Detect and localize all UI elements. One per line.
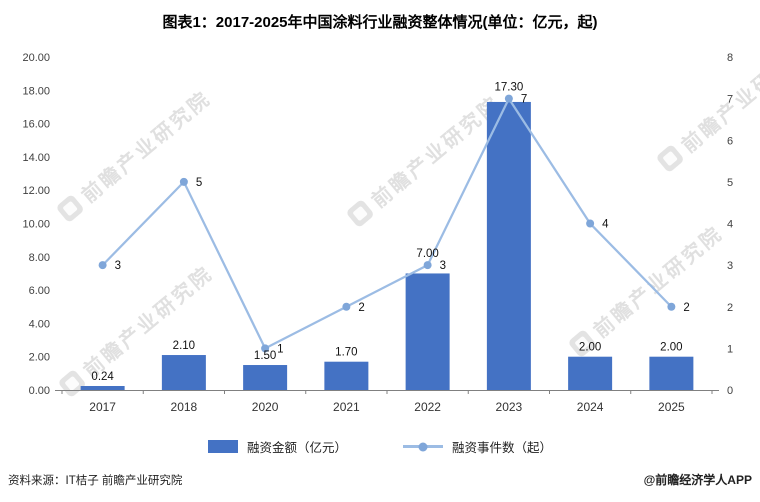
line-point (98, 261, 107, 270)
x-axis-label: 2020 (252, 400, 279, 414)
legend-item-line: 融资事件数（起） (403, 437, 552, 456)
bar-value-label: 2.00 (660, 342, 682, 354)
right-axis-tick-label: 2 (727, 302, 733, 314)
source-note: 资料来源：IT桔子 前瞻产业研究院 (8, 475, 183, 487)
line-swatch-icon (403, 442, 443, 451)
line-value-label: 1 (277, 343, 283, 355)
line-point (179, 177, 188, 186)
bar (649, 356, 694, 390)
line-value-label: 2 (358, 302, 364, 314)
left-axis-tick-label: 14.00 (22, 152, 50, 164)
bar (161, 355, 206, 390)
line-point (586, 219, 595, 228)
legend-dot-icon (418, 442, 428, 451)
bar-value-label: 17.30 (494, 82, 523, 94)
left-axis-tick-label: 18.00 (22, 85, 50, 97)
left-axis-tick-label: 12.00 (22, 185, 50, 197)
bar-value-label: 1.70 (335, 347, 357, 359)
bar (486, 101, 531, 390)
bar-value-label: 0.24 (91, 371, 114, 383)
left-axis-tick-label: 2.00 (29, 352, 50, 364)
line-value-label: 2 (683, 302, 689, 314)
legend-item-bar: 融资金额（亿元） (207, 437, 347, 456)
left-axis-tick-label: 0.00 (29, 385, 50, 397)
bar (405, 273, 450, 390)
left-axis-tick-label: 10.00 (22, 219, 50, 231)
line-value-label: 4 (602, 219, 609, 231)
left-axis-tick-label: 8.00 (29, 252, 50, 264)
legend-label: 融资金额（亿元） (246, 441, 347, 455)
bar (324, 361, 369, 390)
right-axis-tick-label: 3 (727, 260, 733, 272)
left-axis-tick-label: 4.00 (29, 318, 50, 330)
line-value-label: 3 (440, 260, 446, 272)
line-point (423, 261, 432, 270)
combo-chart: 0.002.004.006.008.0010.0012.0014.0016.00… (22, 52, 733, 414)
chart-title: 图表1：2017-2025年中国涂料行业融资整体情况(单位：亿元，起) (162, 14, 598, 31)
line-series (101, 96, 673, 350)
legend-label: 融资事件数（起） (452, 441, 553, 455)
line-value-label: 5 (196, 177, 202, 189)
line-point (342, 302, 351, 311)
credit-note: @前瞻经济学人APP (643, 473, 752, 487)
bar (568, 356, 613, 390)
x-axis-label: 2022 (414, 400, 441, 414)
bar (80, 386, 125, 390)
bar-value-label: 7.00 (416, 248, 438, 260)
x-axis-label: 2024 (577, 400, 604, 414)
right-axis-tick-label: 4 (727, 219, 733, 231)
line-point (667, 302, 676, 311)
left-axis-tick-label: 16.00 (22, 119, 50, 131)
right-axis-tick-label: 0 (727, 385, 733, 397)
bar-value-label: 1.50 (254, 350, 276, 362)
right-axis-tick-label: 6 (727, 135, 733, 147)
bar-value-label: 2.10 (173, 340, 195, 352)
right-axis-tick-label: 7 (727, 94, 733, 106)
bar-swatch-icon (207, 440, 238, 453)
right-axis-tick-label: 8 (727, 52, 733, 64)
left-axis-tick-label: 6.00 (29, 285, 50, 297)
line-point (261, 344, 270, 353)
left-axis-tick-label: 20.00 (22, 52, 50, 64)
x-axis-label: 2023 (496, 400, 523, 414)
chart-legend: 融资金额（亿元） 融资事件数（起） (0, 437, 760, 456)
right-axis-tick-label: 1 (727, 343, 733, 355)
line-point (504, 94, 513, 103)
footer: 资料来源：IT桔子 前瞻产业研究院 @前瞻经济学人APP (8, 471, 752, 488)
x-axis-label: 2017 (89, 400, 116, 414)
line-value-label: 3 (115, 260, 121, 272)
line-value-label: 7 (521, 94, 527, 106)
x-axis-label: 2018 (171, 400, 198, 414)
bar-value-label: 2.00 (579, 342, 601, 354)
x-axis-label: 2025 (658, 400, 685, 414)
right-axis-tick-label: 5 (727, 177, 733, 189)
bar (243, 365, 288, 390)
x-axis-label: 2021 (333, 400, 360, 414)
